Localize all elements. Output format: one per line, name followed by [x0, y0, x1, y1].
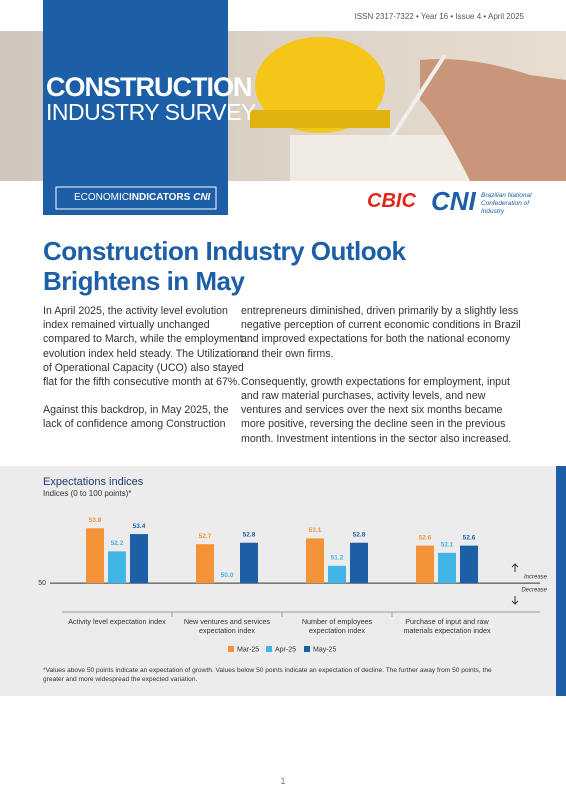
bar [416, 545, 434, 584]
legend-label: Mar-25 [237, 646, 259, 653]
data-label: 52.1 [441, 542, 454, 549]
bar [438, 552, 456, 584]
bar [86, 528, 104, 584]
series-b: INDICATORS [129, 192, 191, 203]
bar [350, 542, 368, 584]
survey-subtitle: INDUSTRY SURVEY [46, 99, 256, 125]
logo-cbic: CBIC [367, 190, 416, 212]
legend-label: May-25 [313, 646, 336, 653]
below-label: Decrease [521, 588, 547, 594]
series-logo: CNI [193, 192, 211, 203]
header-art [0, 0, 566, 215]
data-label: 53.1 [309, 527, 322, 534]
bar [196, 544, 214, 584]
legend-swatch [304, 646, 310, 652]
data-label: 52.6 [463, 534, 476, 541]
paragraph: Against this backdrop, in May 2025, the … [43, 404, 229, 431]
paragraph: In April 2025, the activity level evolut… [43, 305, 244, 389]
chart-subtitle: Indices (0 to 100 points)* [43, 489, 132, 498]
survey-title: CONSTRUCTION [46, 72, 252, 102]
chart-panel: Expectations indices Indices (0 to 100 p… [0, 466, 556, 696]
bar [240, 542, 258, 584]
x-tick-label: Activity level expectation index [68, 617, 166, 626]
bar [306, 538, 324, 584]
data-label: 50.0 [221, 572, 234, 579]
data-label: 53.4 [133, 523, 146, 530]
data-label: 52.2 [111, 540, 124, 547]
right-column: entrepreneurs diminished, driven primari… [241, 304, 523, 460]
x-tick-label: Number of employees expectation index [301, 617, 373, 635]
chart-title: Expectations indices [43, 476, 144, 488]
x-tick-label: Purchase of input and raw materials expe… [403, 617, 491, 635]
logo-cni-text: Brazilian National Confederation of Indu… [481, 192, 532, 215]
article-title: Construction Industry Outlook Brightens … [43, 236, 406, 296]
data-label: 52.6 [419, 534, 432, 541]
series-label: ECONOMICINDICATORS CNI [74, 192, 210, 203]
y-tick-label: 50 [38, 580, 46, 587]
bar [328, 565, 346, 584]
data-label: 53.8 [89, 517, 102, 524]
left-column: In April 2025, the activity level evolut… [43, 304, 248, 446]
paragraph: Consequently, growth expectations for em… [241, 375, 512, 445]
data-label: 52.8 [353, 531, 366, 538]
series-a: ECONOMIC [74, 192, 129, 203]
legend-swatch [266, 646, 272, 652]
legend-label: Apr-25 [275, 646, 296, 653]
above-label: Increase [524, 575, 548, 581]
page-number: 1 [280, 776, 286, 786]
data-label: 52.7 [199, 533, 212, 540]
legend-swatch [228, 646, 234, 652]
bar [108, 551, 126, 584]
paragraph: entrepreneurs diminished, driven primari… [241, 305, 521, 360]
side-strip [556, 466, 566, 696]
issn: ISSN 2317-7322 • Year 16 • Issue 4 • Apr… [354, 12, 524, 21]
bar [130, 534, 148, 584]
footnote: *Values above 50 points indicate an expe… [43, 667, 492, 683]
bar [460, 545, 478, 584]
chart: Expectations indices Indices (0 to 100 p… [38, 476, 548, 653]
logo-cni: CNI [431, 186, 476, 216]
data-label: 52.8 [243, 531, 256, 538]
x-tick-label: New ventures and services expectation in… [183, 617, 271, 635]
data-label: 51.2 [331, 555, 344, 562]
